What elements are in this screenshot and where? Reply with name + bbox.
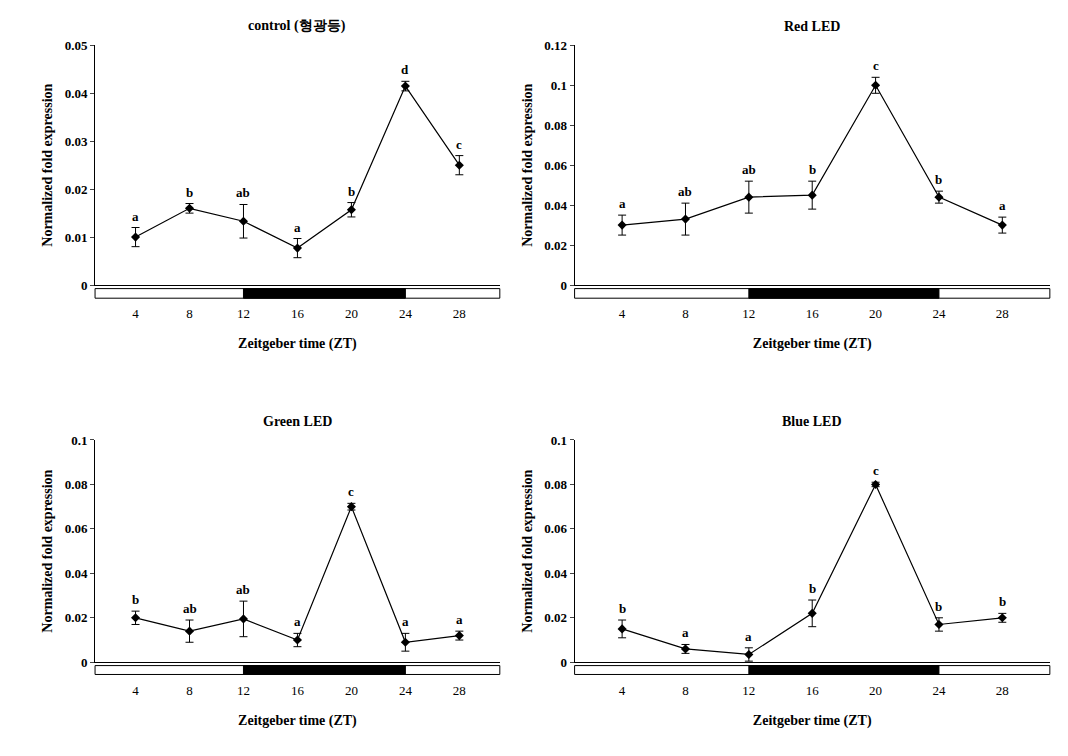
svg-text:a: a (682, 625, 689, 640)
svg-text:12: 12 (742, 683, 755, 698)
svg-text:28: 28 (453, 306, 466, 321)
svg-text:0: 0 (81, 655, 88, 670)
svg-text:Zeitgeber time (ZT): Zeitgeber time (ZT) (238, 336, 357, 352)
svg-text:0.04: 0.04 (544, 566, 567, 581)
svg-text:4: 4 (619, 306, 626, 321)
svg-text:Zeitgeber time (ZT): Zeitgeber time (ZT) (753, 713, 872, 729)
svg-text:24: 24 (932, 683, 946, 698)
svg-text:28: 28 (453, 683, 466, 698)
svg-text:28: 28 (996, 683, 1009, 698)
svg-text:b: b (999, 594, 1006, 609)
svg-text:a: a (402, 614, 409, 629)
svg-text:0.04: 0.04 (65, 86, 88, 101)
svg-text:16: 16 (291, 683, 305, 698)
svg-text:0.08: 0.08 (544, 477, 567, 492)
svg-text:0.05: 0.05 (65, 38, 88, 53)
svg-text:Normalized fold expression: Normalized fold expression (40, 83, 55, 246)
svg-text:0.04: 0.04 (65, 566, 88, 581)
svg-text:b: b (935, 599, 942, 614)
svg-text:24: 24 (399, 683, 413, 698)
svg-text:ab: ab (742, 162, 756, 177)
svg-text:ab: ab (183, 601, 197, 616)
svg-text:16: 16 (806, 683, 820, 698)
svg-text:c: c (873, 58, 879, 73)
svg-text:8: 8 (186, 683, 193, 698)
svg-text:8: 8 (186, 306, 193, 321)
svg-text:0.06: 0.06 (544, 521, 567, 536)
svg-text:8: 8 (682, 683, 689, 698)
svg-text:b: b (132, 592, 139, 607)
svg-text:b: b (619, 601, 626, 616)
svg-text:a: a (294, 220, 301, 235)
svg-text:a: a (999, 198, 1006, 213)
svg-text:a: a (456, 612, 463, 627)
svg-text:b: b (186, 185, 193, 200)
svg-text:Zeitgeber time (ZT): Zeitgeber time (ZT) (238, 713, 357, 729)
svg-text:4: 4 (132, 683, 139, 698)
svg-text:8: 8 (682, 306, 689, 321)
svg-text:a: a (294, 614, 301, 629)
svg-text:24: 24 (932, 306, 946, 321)
svg-text:0: 0 (560, 278, 567, 293)
svg-text:0.1: 0.1 (551, 78, 567, 93)
svg-text:0.02: 0.02 (544, 610, 567, 625)
svg-text:Green LED: Green LED (263, 414, 332, 429)
svg-text:0.02: 0.02 (65, 182, 88, 197)
svg-text:Red LED: Red LED (784, 19, 840, 34)
svg-text:c: c (348, 484, 354, 499)
svg-text:Zeitgeber time (ZT): Zeitgeber time (ZT) (753, 336, 872, 352)
svg-text:c: c (456, 137, 462, 152)
svg-text:d: d (401, 62, 409, 77)
svg-text:0.03: 0.03 (65, 134, 88, 149)
svg-text:0.01: 0.01 (65, 230, 88, 245)
svg-text:4: 4 (619, 683, 626, 698)
svg-text:0.08: 0.08 (65, 477, 88, 492)
svg-text:12: 12 (742, 306, 755, 321)
svg-text:0.06: 0.06 (544, 158, 567, 173)
svg-text:0.06: 0.06 (65, 521, 88, 536)
svg-text:16: 16 (291, 306, 305, 321)
svg-text:ab: ab (236, 582, 250, 597)
svg-text:control (형광등): control (형광등) (248, 18, 346, 34)
svg-text:a: a (619, 196, 626, 211)
svg-text:0.08: 0.08 (544, 118, 567, 133)
svg-text:0: 0 (81, 278, 88, 293)
svg-text:20: 20 (869, 306, 882, 321)
svg-text:0.02: 0.02 (65, 610, 88, 625)
svg-text:0.02: 0.02 (544, 238, 567, 253)
svg-text:0: 0 (560, 655, 567, 670)
svg-text:ab: ab (236, 185, 250, 200)
svg-text:a: a (132, 209, 139, 224)
svg-text:0.12: 0.12 (544, 38, 567, 53)
svg-text:16: 16 (806, 306, 820, 321)
svg-text:12: 12 (237, 683, 250, 698)
svg-text:Normalized fold expression: Normalized fold expression (520, 83, 535, 246)
svg-text:b: b (348, 184, 355, 199)
svg-text:24: 24 (399, 306, 413, 321)
svg-text:b: b (809, 162, 816, 177)
svg-text:0.04: 0.04 (544, 198, 567, 213)
svg-text:0.1: 0.1 (71, 433, 87, 448)
svg-text:c: c (873, 463, 879, 478)
svg-text:20: 20 (345, 306, 358, 321)
svg-text:0.1: 0.1 (551, 433, 567, 448)
svg-text:28: 28 (996, 306, 1009, 321)
svg-text:b: b (935, 172, 942, 187)
svg-text:a: a (745, 629, 752, 644)
svg-text:12: 12 (237, 306, 250, 321)
svg-text:Blue LED: Blue LED (782, 414, 842, 429)
svg-text:ab: ab (678, 184, 692, 199)
svg-text:20: 20 (345, 683, 358, 698)
svg-text:Normalized fold expression: Normalized fold expression (40, 469, 55, 632)
svg-text:b: b (809, 581, 816, 596)
svg-text:Normalized fold expression: Normalized fold expression (520, 469, 535, 632)
svg-text:4: 4 (132, 306, 139, 321)
svg-text:20: 20 (869, 683, 882, 698)
